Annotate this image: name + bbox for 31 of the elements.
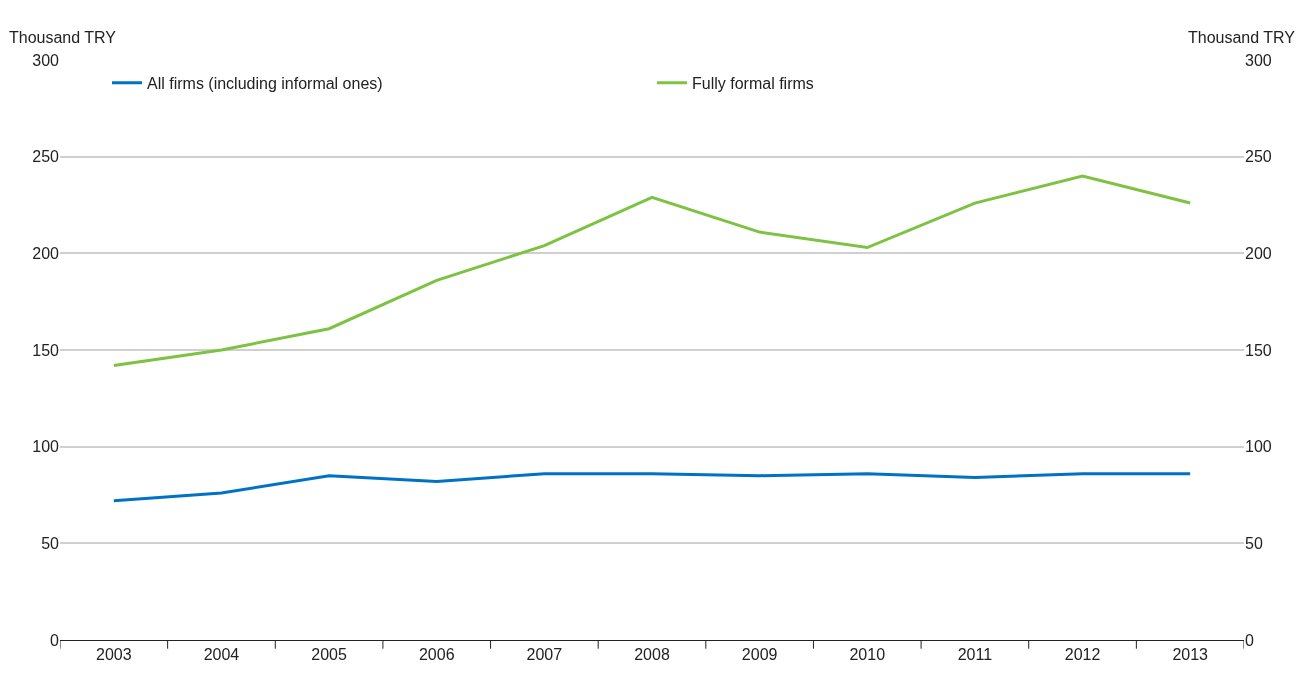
x-tick-label: 2005 (311, 646, 347, 664)
x-tick-label: 2009 (741, 646, 778, 664)
y-tick-label: 150 (32, 341, 60, 359)
line-series (112, 174, 1192, 367)
x-tick-label: 2006 (418, 646, 455, 664)
y-tick-label: 100 (32, 438, 60, 456)
x-tick-label: 2004 (203, 646, 240, 664)
y-tick-label: 250 (32, 148, 60, 166)
y2-tick-label: 150 (1245, 341, 1272, 359)
x-tick-label: 2012 (1064, 646, 1101, 664)
y2-tick-label: 50 (1245, 534, 1263, 552)
y2-tick-label: 0 (1245, 631, 1254, 649)
x-tick-label: 2007 (526, 646, 563, 664)
x-tick-label: 2013 (1172, 646, 1209, 664)
legend-label: All firms (including informal ones) (147, 74, 383, 92)
y2-tick-label: 100 (1245, 438, 1272, 456)
y2-tick-label: 250 (1245, 148, 1272, 166)
y-tick-label: 50 (41, 534, 60, 552)
legend-label: Fully formal firms (692, 74, 814, 92)
x-tick-label: 2010 (849, 646, 886, 664)
x-tick-label: 2008 (634, 646, 670, 664)
x-tick-label: 2003 (96, 646, 132, 664)
y2-axis-title: Thousand TRY (1188, 29, 1296, 46)
line-series (112, 472, 1192, 503)
y-axis-title: Thousand TRY (9, 29, 117, 46)
y2-tick-label: 200 (1245, 244, 1272, 262)
y-tick-label: 0 (50, 631, 60, 649)
y-tick-label: 300 (32, 51, 60, 69)
x-tick-label: 2011 (957, 646, 993, 664)
y2-tick-label: 300 (1245, 51, 1272, 69)
y-tick-label: 200 (32, 244, 60, 262)
